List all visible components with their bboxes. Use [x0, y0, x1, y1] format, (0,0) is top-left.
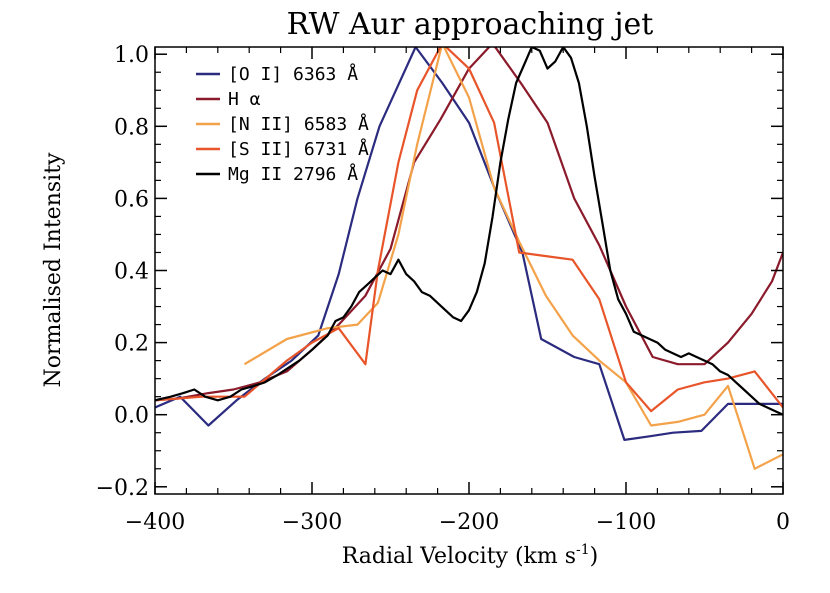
x-tick-label: −400	[125, 510, 185, 535]
legend-label: [N II] 6583 Å	[228, 113, 369, 135]
x-axis-title-close: )	[590, 544, 599, 569]
ticks-layer	[154, 47, 784, 494]
y-tick-label: 0.8	[114, 115, 149, 140]
y-tick-label: 1.0	[114, 43, 149, 68]
x-tick-label: 0	[776, 510, 790, 535]
y-tick-label: 0.6	[114, 187, 149, 212]
y-tick-label: 0.2	[114, 332, 149, 357]
series-line-n-ii-6583	[243, 47, 783, 470]
legend-label: [S II] 6731 Å	[228, 138, 369, 160]
x-tick-label: −200	[439, 510, 499, 535]
series-line-mg-ii-2796	[155, 47, 783, 416]
x-axis-title-superscript: -1	[576, 542, 590, 558]
legend-label: Mg II 2796 Å	[228, 163, 358, 185]
y-tick-labels: −0.2 0.0 0.2 0.4 0.6 0.8 1.0	[96, 43, 149, 501]
x-axis-title-main: Radial Velocity (km s	[342, 544, 576, 569]
chart-title: RW Aur approaching jet	[287, 7, 654, 42]
y-tick-label: 0.0	[114, 404, 149, 429]
y-tick-label: 0.4	[114, 260, 149, 285]
legend: [O I] 6363 Å H α [N II] 6583 Å [S II] 6731 …	[196, 63, 369, 185]
series-layer	[155, 47, 783, 470]
legend-label: H α	[228, 89, 261, 110]
legend-label: [O I] 6363 Å	[228, 63, 358, 85]
x-axis-title: Radial Velocity (km s-1)	[342, 542, 599, 569]
y-axis-title: Normalised Intensity	[41, 152, 66, 388]
y-tick-label: −0.2	[96, 476, 149, 501]
series-line-s-ii-6731	[155, 47, 783, 413]
x-tick-label: −100	[596, 510, 656, 535]
x-tick-label: −300	[282, 510, 342, 535]
x-tick-labels: −400 −300 −200 −100 0	[125, 510, 790, 535]
